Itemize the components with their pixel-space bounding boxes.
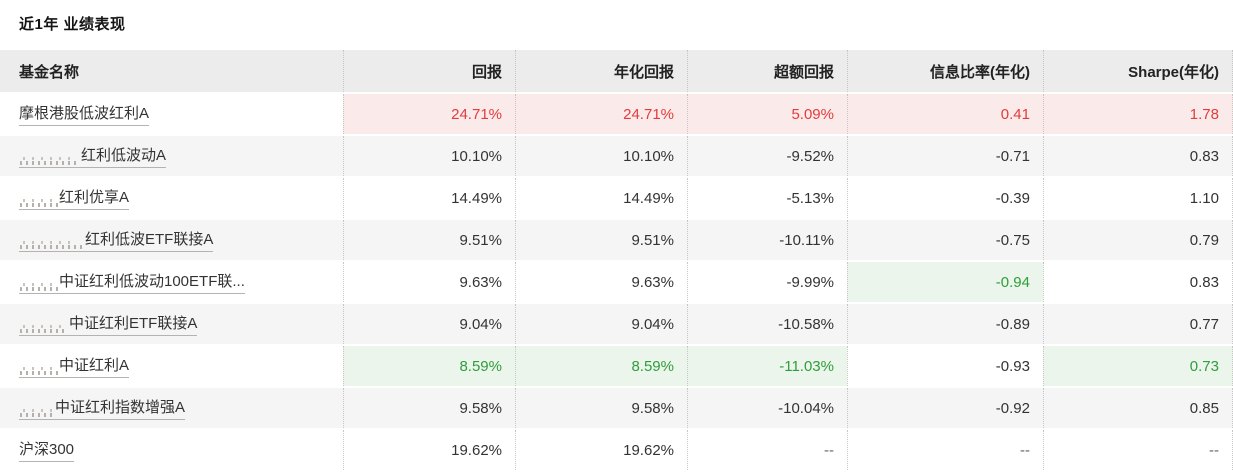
cell-sharpe: 1.78 [1043, 94, 1233, 134]
redacted-text-smudge [19, 402, 55, 417]
table-header-row: 基金名称 回报 年化回报 超额回报 信息比率(年化) Sharpe(年化) [0, 50, 1233, 92]
cell-annual: 14.49% [515, 178, 687, 218]
cell-ir: -0.92 [847, 388, 1043, 428]
cell-excess: -11.03% [687, 346, 847, 386]
cell-excess: -10.11% [687, 220, 847, 260]
fund-name-link[interactable]: 红利低波动A [19, 144, 167, 168]
fund-name-label: 中证红利低波动100ETF联... [59, 273, 245, 290]
cell-excess: -10.04% [687, 388, 847, 428]
table-row: 中证红利指数增强A 9.58% 9.58% -10.04% -0.92 0.85 [0, 388, 1233, 428]
fund-name-label: 中证红利A [59, 357, 130, 374]
cell-annual: 10.10% [515, 136, 687, 176]
cell-ir: 0.41 [847, 94, 1043, 134]
cell-ir: -- [847, 430, 1043, 470]
column-header-name: 基金名称 [19, 63, 80, 81]
column-header-annual: 年化回报 [515, 50, 687, 92]
cell-annual: 9.04% [515, 304, 687, 344]
cell-ret: 9.58% [343, 388, 515, 428]
fund-name-link[interactable]: 中证红利指数增强A [19, 396, 186, 420]
column-header-ret: 回报 [343, 50, 515, 92]
cell-annual: 9.63% [515, 262, 687, 302]
fund-name-label: 红利低波动A [81, 147, 167, 164]
cell-excess: 5.09% [687, 94, 847, 134]
cell-excess: -5.13% [687, 178, 847, 218]
fund-name-label: 红利低波ETF联接A [85, 231, 214, 248]
cell-sharpe: 0.73 [1043, 346, 1233, 386]
table-row: 摩根港股低波红利A 24.71% 24.71% 5.09% 0.41 1.78 [0, 94, 1233, 134]
cell-sharpe: 1.10 [1043, 178, 1233, 218]
cell-annual: 19.62% [515, 430, 687, 470]
table-row: 中证红利ETF联接A 9.04% 9.04% -10.58% -0.89 0.77 [0, 304, 1233, 344]
cell-excess: -9.99% [687, 262, 847, 302]
cell-excess: -9.52% [687, 136, 847, 176]
fund-name-label: 中证红利ETF联接A [69, 315, 198, 332]
cell-name: 红利低波动A [0, 136, 343, 176]
cell-name: 摩根港股低波红利A [0, 94, 343, 134]
cell-ret: 8.59% [343, 346, 515, 386]
fund-name-link[interactable]: 摩根港股低波红利A [19, 102, 150, 126]
cell-sharpe: 0.79 [1043, 220, 1233, 260]
column-header-sharpe: Sharpe(年化) [1043, 50, 1233, 92]
cell-sharpe: 0.83 [1043, 136, 1233, 176]
table-row: 红利低波ETF联接A 9.51% 9.51% -10.11% -0.75 0.79 [0, 220, 1233, 260]
cell-name: 红利低波ETF联接A [0, 220, 343, 260]
fund-name-link[interactable]: 红利低波ETF联接A [19, 228, 214, 252]
cell-name: 沪深300 [0, 430, 343, 470]
page-title: 近1年 业绩表现 [19, 16, 126, 33]
cell-excess: -- [687, 430, 847, 470]
cell-annual: 24.71% [515, 94, 687, 134]
cell-ir: -0.89 [847, 304, 1043, 344]
cell-ret: 9.63% [343, 262, 515, 302]
table-row: 红利优享A 14.49% 14.49% -5.13% -0.39 1.10 [0, 178, 1233, 218]
cell-ret: 24.71% [343, 94, 515, 134]
cell-name: 中证红利低波动100ETF联... [0, 262, 343, 302]
cell-name: 中证红利指数增强A [0, 388, 343, 428]
cell-annual: 9.58% [515, 388, 687, 428]
cell-ret: 19.62% [343, 430, 515, 470]
table-row: 中证红利A 8.59% 8.59% -11.03% -0.93 0.73 [0, 346, 1233, 386]
fund-name-link[interactable]: 红利优享A [19, 186, 130, 210]
cell-excess: -10.58% [687, 304, 847, 344]
cell-name: 中证红利A [0, 346, 343, 386]
cell-sharpe: 0.85 [1043, 388, 1233, 428]
redacted-text-smudge [19, 234, 85, 249]
redacted-text-smudge [19, 360, 59, 375]
fund-name-label: 沪深300 [19, 441, 75, 458]
performance-table: 基金名称 回报 年化回报 超额回报 信息比率(年化) Sharpe(年化) 摩根港股低波红… [0, 50, 1233, 470]
fund-name-link[interactable]: 中证红利A [19, 354, 130, 378]
redacted-text-smudge [19, 276, 59, 291]
table-row: 中证红利低波动100ETF联... 9.63% 9.63% -9.99% -0.94 0.… [0, 262, 1233, 302]
cell-ret: 9.51% [343, 220, 515, 260]
cell-sharpe: -- [1043, 430, 1233, 470]
fund-name-link[interactable]: 中证红利ETF联接A [19, 312, 198, 336]
cell-ir: -0.93 [847, 346, 1043, 386]
fund-name-label: 摩根港股低波红利A [19, 105, 150, 122]
cell-ir: -0.71 [847, 136, 1043, 176]
column-header-ir: 信息比率(年化) [847, 50, 1043, 92]
table-row: 红利低波动A 10.10% 10.10% -9.52% -0.71 0.83 [0, 136, 1233, 176]
cell-sharpe: 0.83 [1043, 262, 1233, 302]
fund-name-link[interactable]: 中证红利低波动100ETF联... [19, 270, 245, 294]
table-row: 沪深300 19.62% 19.62% -- -- -- [0, 430, 1233, 470]
cell-ir: -0.75 [847, 220, 1043, 260]
cell-annual: 9.51% [515, 220, 687, 260]
redacted-text-smudge [19, 150, 81, 165]
cell-ret: 14.49% [343, 178, 515, 218]
cell-annual: 8.59% [515, 346, 687, 386]
cell-name: 中证红利ETF联接A [0, 304, 343, 344]
cell-ir: -0.94 [847, 262, 1043, 302]
cell-sharpe: 0.77 [1043, 304, 1233, 344]
fund-name-label: 红利优享A [59, 189, 130, 206]
fund-name-link[interactable]: 沪深300 [19, 438, 75, 462]
cell-name: 红利优享A [0, 178, 343, 218]
redacted-text-smudge [19, 318, 69, 333]
cell-ret: 9.04% [343, 304, 515, 344]
fund-name-label: 中证红利指数增强A [55, 399, 186, 416]
cell-ir: -0.39 [847, 178, 1043, 218]
column-header-excess: 超额回报 [687, 50, 847, 92]
cell-ret: 10.10% [343, 136, 515, 176]
redacted-text-smudge [19, 192, 59, 207]
